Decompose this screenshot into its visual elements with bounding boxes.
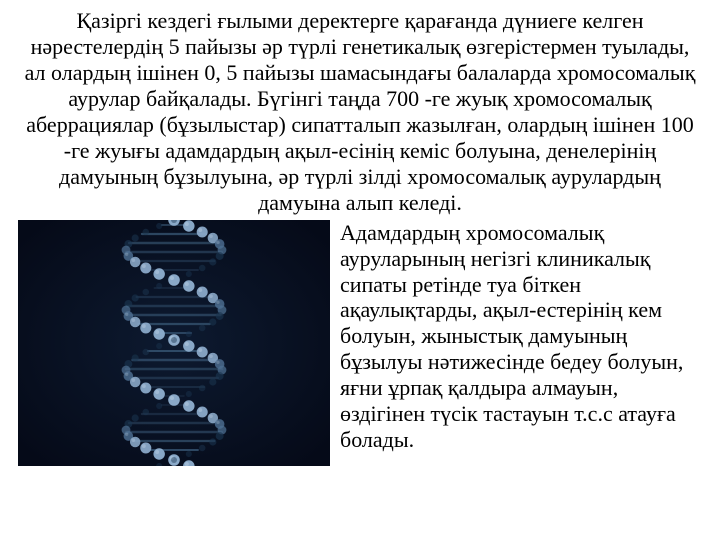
slide-container: Қазіргі кездегі ғылыми деректерге қараға…: [0, 0, 720, 540]
side-paragraph: Адамдардың хромосомалық ауруларының негі…: [340, 220, 702, 454]
dna-helix-image: [18, 220, 330, 466]
top-paragraph: Қазіргі кездегі ғылыми деректерге қараға…: [18, 8, 702, 216]
dna-svg: [18, 220, 330, 466]
bottom-row: Адамдардың хромосомалық ауруларының негі…: [18, 220, 702, 466]
